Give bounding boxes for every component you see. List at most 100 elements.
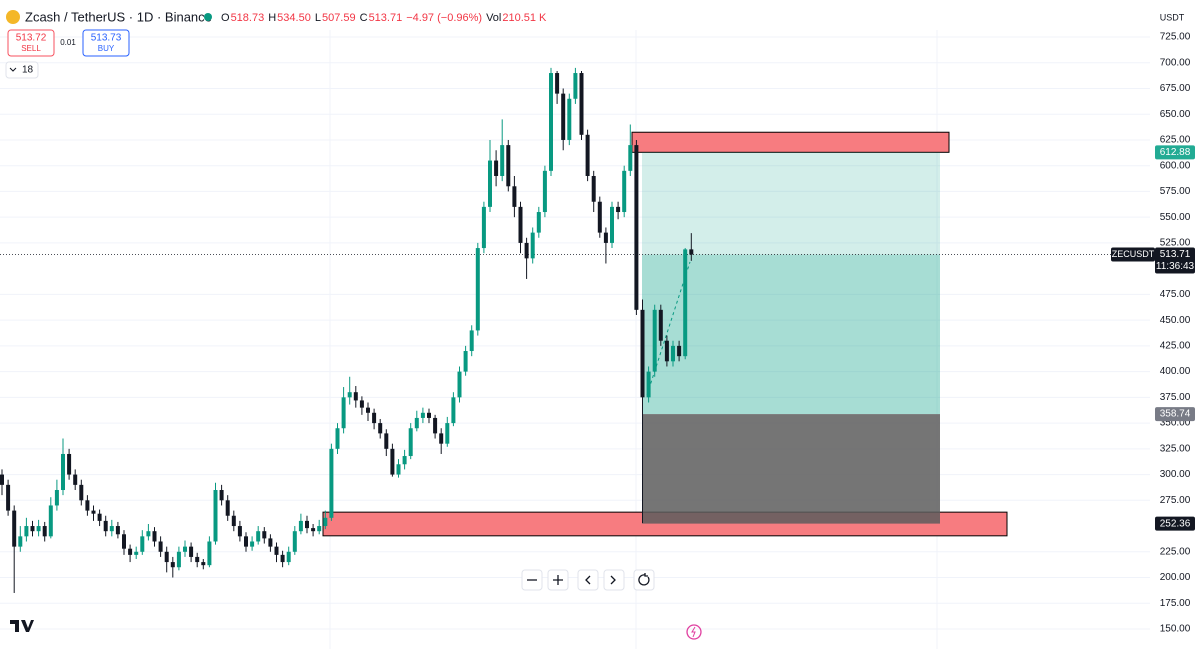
control-button[interactable] [577, 569, 599, 591]
y-tick-label: 375.00 [1160, 392, 1191, 403]
status-dot [204, 13, 212, 21]
candle-body [97, 513, 102, 521]
ohlc-value: 518.73 [231, 12, 265, 24]
candle-body [195, 556, 200, 563]
y-tick-label: 550.00 [1160, 212, 1191, 223]
chevron [9, 67, 17, 72]
ticker-bg [1111, 247, 1155, 262]
candle-body [18, 536, 23, 547]
ohlc-key: O [221, 12, 230, 24]
candle-body [518, 206, 523, 243]
y-tick-label: 575.00 [1160, 186, 1191, 197]
candle-body [640, 309, 645, 398]
candle-body [213, 490, 218, 542]
lightning-icon[interactable] [686, 624, 702, 640]
candle-body [0, 474, 4, 485]
price-tag: 513.71 [1160, 249, 1191, 260]
buy-button[interactable] [82, 29, 130, 57]
candle-body [311, 528, 316, 532]
price-tag: 612.88 [1160, 147, 1191, 158]
price-tag-bg [1155, 247, 1195, 274]
candle-body [353, 392, 358, 401]
candle-body [475, 248, 480, 331]
candle-body [420, 412, 425, 418]
candle-body [170, 562, 175, 568]
control-button[interactable] [603, 569, 625, 591]
candle-body [597, 201, 602, 233]
candle-body [128, 548, 133, 555]
candle-body [292, 531, 297, 552]
y-tick-label: 225.00 [1160, 546, 1191, 557]
candle-body [335, 428, 340, 449]
y-tick-label: 600.00 [1160, 160, 1191, 171]
y-tick-label: 425.00 [1160, 341, 1191, 352]
candle-body [103, 520, 108, 532]
candle-body [610, 206, 614, 243]
candle-body [658, 309, 663, 341]
price-tag: 252.36 [1160, 518, 1191, 529]
candle-body [591, 175, 596, 202]
candle-body [207, 541, 212, 566]
y-tick-label: 650.00 [1160, 109, 1191, 120]
candle-body [341, 397, 346, 429]
currency[interactable]: USDT [1160, 12, 1185, 22]
indicator-toggle[interactable] [5, 61, 39, 79]
volume-key: Vol [486, 12, 501, 24]
candle-body [530, 232, 535, 259]
control-icon [638, 573, 650, 586]
candle-body [561, 93, 566, 140]
candle-body [36, 526, 41, 532]
candle-body [91, 510, 96, 514]
candle-body [219, 490, 224, 501]
symbol[interactable]: Zcash / TetherUS · 1D · Binance [25, 9, 212, 24]
candle-body [622, 170, 627, 213]
candle-body [402, 456, 407, 465]
price-tag-bg [1155, 407, 1195, 422]
control-button[interactable] [633, 569, 655, 591]
buy-label: BUY [98, 44, 115, 53]
ohlc-key: H [268, 12, 276, 24]
candle-body [317, 526, 322, 532]
candle-body [506, 145, 511, 187]
candle-body [646, 371, 651, 398]
control-icon [585, 575, 591, 585]
candle-body [268, 538, 273, 547]
y-tick-label: 700.00 [1160, 57, 1191, 68]
candle-body [146, 531, 151, 537]
candle-body [183, 546, 187, 552]
ohlc-key: L [315, 12, 321, 24]
candle-body [256, 531, 261, 542]
candle-body [122, 534, 126, 549]
candle-body [396, 464, 401, 475]
candle-body [488, 160, 492, 207]
candle-body [384, 433, 389, 449]
candle-body [61, 453, 65, 491]
candle-body [494, 160, 499, 176]
zone [631, 131, 950, 153]
candle-body [677, 345, 682, 357]
lightning-bolt [691, 626, 696, 638]
candle-body [115, 526, 120, 535]
countdown: 11:36:43 [1156, 261, 1195, 272]
candle-body [366, 407, 370, 413]
candle-body [616, 206, 621, 213]
y-tick-label: 350.00 [1160, 418, 1191, 429]
candle-body [469, 330, 474, 352]
candle-body [451, 397, 456, 424]
candle-body [524, 242, 529, 259]
sell-button[interactable] [7, 29, 55, 57]
candle-body [390, 448, 395, 475]
candle-body [158, 541, 163, 552]
control-icon [553, 575, 563, 585]
profit-area [642, 152, 940, 255]
candle-body [274, 546, 279, 555]
candle-body [628, 145, 633, 171]
candle-body [231, 515, 236, 527]
tv-logo[interactable] [10, 620, 34, 632]
y-tick-label: 725.00 [1160, 32, 1191, 43]
y-tick-label: 450.00 [1160, 315, 1191, 326]
control-icon [610, 575, 616, 585]
candle-body [378, 423, 383, 434]
candle-body [134, 551, 139, 555]
